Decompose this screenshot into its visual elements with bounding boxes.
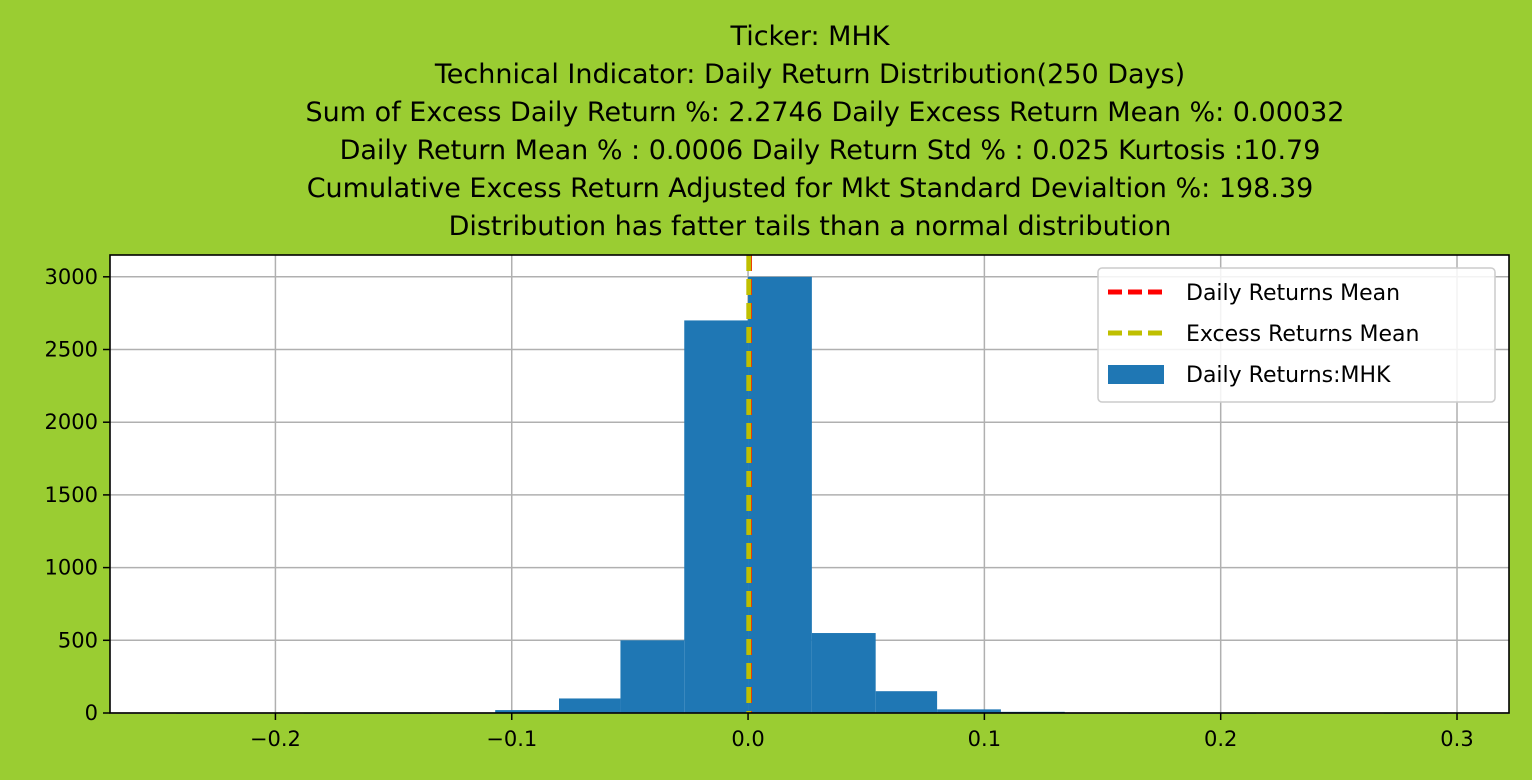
title-line-1: Ticker: MHK	[730, 21, 891, 52]
chart-title: Ticker: MHK Technical Indicator: Daily R…	[306, 21, 1345, 242]
histogram-bars	[176, 276, 1448, 714]
y-tick-label: 0	[85, 701, 98, 725]
legend-box	[1097, 267, 1496, 403]
x-axis-ticks: −0.2 −0.1 0.0 0.1 0.2 0.3	[250, 713, 1474, 751]
x-tick-label: 0.0	[731, 727, 764, 751]
y-axis-ticks: 0 500 1000 1500 2000 2500 3000	[45, 265, 110, 725]
x-tick-label: 0.2	[1204, 727, 1237, 751]
histogram-bar	[620, 640, 685, 713]
title-line-6: Distribution has fatter tails than a nor…	[449, 211, 1172, 242]
legend-daily-mean-label: Daily Returns Mean	[1186, 281, 1400, 306]
histogram-bar	[811, 633, 876, 713]
histogram-bar	[748, 276, 812, 713]
y-tick-label: 2500	[45, 338, 98, 362]
title-line-2: Technical Indicator: Daily Return Distri…	[434, 59, 1185, 90]
y-tick-label: 3000	[45, 265, 98, 289]
legend-excess-mean-label: Excess Returns Mean	[1186, 322, 1419, 347]
y-tick-label: 500	[58, 628, 98, 652]
x-tick-label: 0.1	[968, 727, 1001, 751]
axes-frame	[109, 254, 1510, 714]
histogram-bar	[684, 320, 749, 713]
legend: Daily Returns Mean Excess Returns Mean D…	[1097, 267, 1496, 403]
y-tick-label: 1000	[45, 556, 98, 580]
mean-lines	[746, 255, 752, 713]
x-tick-label: −0.2	[250, 727, 301, 751]
legend-histogram-label: Daily Returns:MHK	[1186, 363, 1391, 388]
histogram-bar	[937, 709, 1001, 713]
histogram-bar	[559, 698, 621, 713]
histogram-bar	[875, 691, 938, 713]
title-line-4: Daily Return Mean % : 0.0006 Daily Retur…	[340, 135, 1321, 166]
y-tick-label: 1500	[45, 483, 98, 507]
x-tick-label: 0.3	[1440, 727, 1473, 751]
x-tick-label: −0.1	[486, 727, 537, 751]
y-tick-label: 2000	[45, 410, 98, 434]
histogram-bar	[495, 710, 560, 713]
title-line-3: Sum of Excess Daily Return %: 2.2746 Dai…	[306, 97, 1345, 128]
title-line-5: Cumulative Excess Return Adjusted for Mk…	[307, 173, 1314, 204]
legend-histogram-swatch	[1108, 365, 1164, 384]
